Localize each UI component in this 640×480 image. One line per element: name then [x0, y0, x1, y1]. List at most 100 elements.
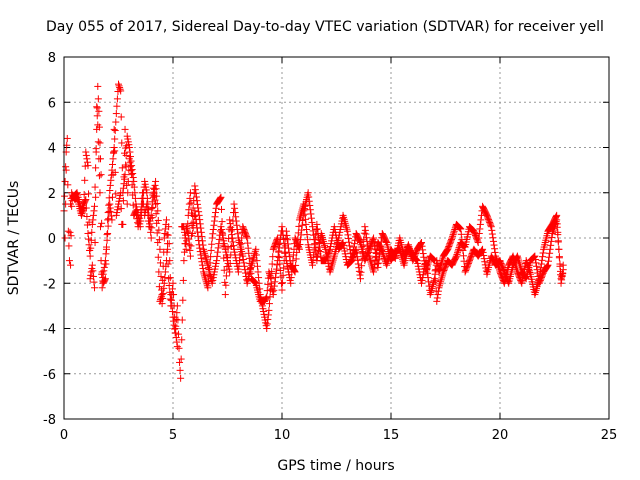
data-point	[166, 274, 174, 282]
data-point	[559, 270, 567, 278]
data-point	[382, 237, 390, 245]
data-point	[487, 221, 495, 229]
data-point	[488, 226, 496, 234]
data-point	[474, 239, 482, 247]
data-point	[434, 291, 442, 299]
data-point	[207, 246, 215, 254]
data-point	[433, 294, 441, 302]
data-point	[172, 315, 180, 323]
data-point	[109, 160, 117, 168]
data-point	[88, 228, 96, 236]
data-point	[91, 284, 99, 292]
data-point	[97, 223, 105, 231]
data-point	[161, 268, 169, 276]
data-point	[377, 242, 385, 250]
data-point	[210, 217, 218, 225]
data-point	[346, 242, 354, 250]
data-point	[544, 261, 552, 269]
data-point	[489, 234, 497, 242]
data-point	[282, 235, 290, 243]
data-point	[309, 227, 317, 235]
data-point	[92, 193, 100, 201]
data-point	[234, 230, 242, 238]
data-point	[86, 252, 94, 260]
data-point	[112, 118, 120, 126]
data-point	[101, 276, 109, 284]
data-point	[94, 82, 102, 90]
data-point	[67, 261, 75, 269]
data-point	[317, 252, 325, 260]
data-point	[226, 268, 234, 276]
data-point	[117, 205, 125, 213]
data-point	[159, 289, 167, 297]
data-point	[477, 247, 485, 255]
data-point	[531, 255, 539, 263]
data-point	[176, 366, 184, 374]
data-point	[419, 246, 427, 254]
data-point	[443, 247, 451, 255]
data-point	[491, 245, 499, 253]
data-point	[374, 263, 382, 271]
data-point	[128, 166, 136, 174]
data-point	[306, 206, 314, 214]
data-point	[97, 155, 105, 163]
y-tick-label: -2	[43, 277, 56, 292]
data-point	[277, 280, 285, 288]
data-point	[154, 207, 162, 215]
data-point	[93, 103, 101, 111]
data-point	[168, 308, 176, 316]
data-point	[176, 358, 184, 366]
data-point	[63, 134, 71, 142]
data-point	[212, 204, 220, 212]
data-point	[302, 220, 310, 228]
data-point	[152, 177, 160, 185]
data-point	[268, 260, 276, 268]
data-point	[113, 102, 121, 110]
data-point	[227, 227, 235, 235]
data-point	[102, 250, 110, 258]
data-point	[558, 273, 566, 281]
data-point	[480, 255, 488, 263]
data-point	[180, 257, 188, 265]
data-point	[110, 144, 118, 151]
data-point	[147, 228, 155, 236]
data-point	[65, 257, 73, 265]
data-point	[553, 216, 561, 224]
data-point	[109, 155, 117, 163]
data-point	[264, 311, 272, 319]
data-point	[287, 274, 295, 282]
data-point	[275, 247, 283, 255]
data-point	[447, 235, 455, 243]
data-point	[95, 172, 103, 180]
data-point	[155, 236, 163, 244]
data-point	[308, 218, 316, 226]
data-point	[279, 271, 287, 279]
data-point	[254, 268, 262, 276]
y-tick-label: 2	[48, 187, 56, 202]
y-axis-label: SDTVAR / TECUs	[6, 181, 22, 296]
data-point	[148, 224, 156, 232]
data-point	[455, 223, 463, 231]
data-point	[111, 147, 119, 155]
data-point	[452, 252, 460, 260]
data-point	[199, 241, 207, 249]
data-point	[209, 230, 217, 238]
data-point	[119, 220, 127, 228]
data-point	[165, 223, 173, 231]
data-point	[267, 275, 275, 283]
data-point	[217, 193, 225, 201]
data-point	[105, 207, 113, 215]
data-point	[148, 214, 156, 222]
data-point	[196, 244, 204, 252]
data-point	[179, 276, 187, 284]
data-point	[64, 181, 72, 189]
data-point	[362, 234, 370, 242]
data-point	[122, 161, 130, 169]
data-point	[186, 246, 194, 254]
data-point	[275, 254, 283, 262]
data-point	[204, 284, 212, 292]
data-point	[362, 230, 370, 238]
data-point	[148, 205, 156, 213]
data-point	[233, 226, 241, 234]
data-point	[165, 282, 173, 290]
